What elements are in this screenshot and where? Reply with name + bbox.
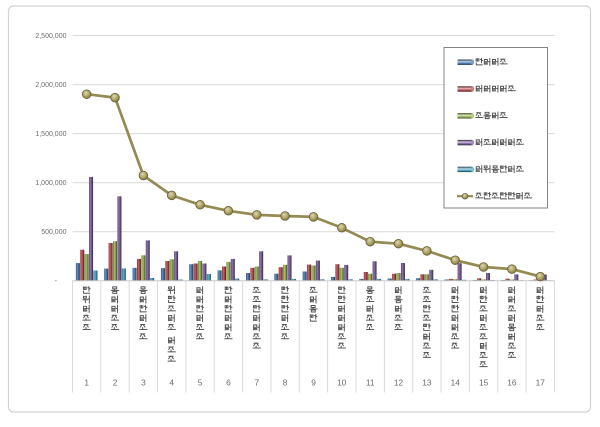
svg-text:4: 4	[169, 378, 174, 388]
svg-text:6: 6	[226, 378, 231, 388]
svg-text:8: 8	[283, 378, 288, 388]
svg-text:15: 15	[479, 378, 489, 388]
svg-text:10: 10	[337, 378, 347, 388]
svg-text:16: 16	[507, 378, 517, 388]
svg-text:5: 5	[198, 378, 203, 388]
svg-text:1,000,000: 1,000,000	[35, 180, 66, 187]
svg-text:2,500,000: 2,500,000	[35, 33, 66, 40]
svg-text:2: 2	[113, 378, 118, 388]
svg-text:12: 12	[394, 378, 404, 388]
svg-text:1: 1	[84, 378, 89, 388]
svg-text:13: 13	[422, 378, 432, 388]
svg-text:2,000,000: 2,000,000	[35, 82, 66, 89]
svg-text:9: 9	[311, 378, 316, 388]
svg-text:17: 17	[536, 378, 546, 388]
svg-text:11: 11	[366, 378, 375, 388]
svg-text:1,500,000: 1,500,000	[35, 131, 66, 138]
svg-text:7: 7	[254, 378, 259, 388]
svg-text:500,000: 500,000	[41, 229, 66, 236]
svg-text:3: 3	[141, 378, 146, 388]
svg-text:14: 14	[451, 378, 461, 388]
svg-text:-: -	[55, 278, 58, 285]
